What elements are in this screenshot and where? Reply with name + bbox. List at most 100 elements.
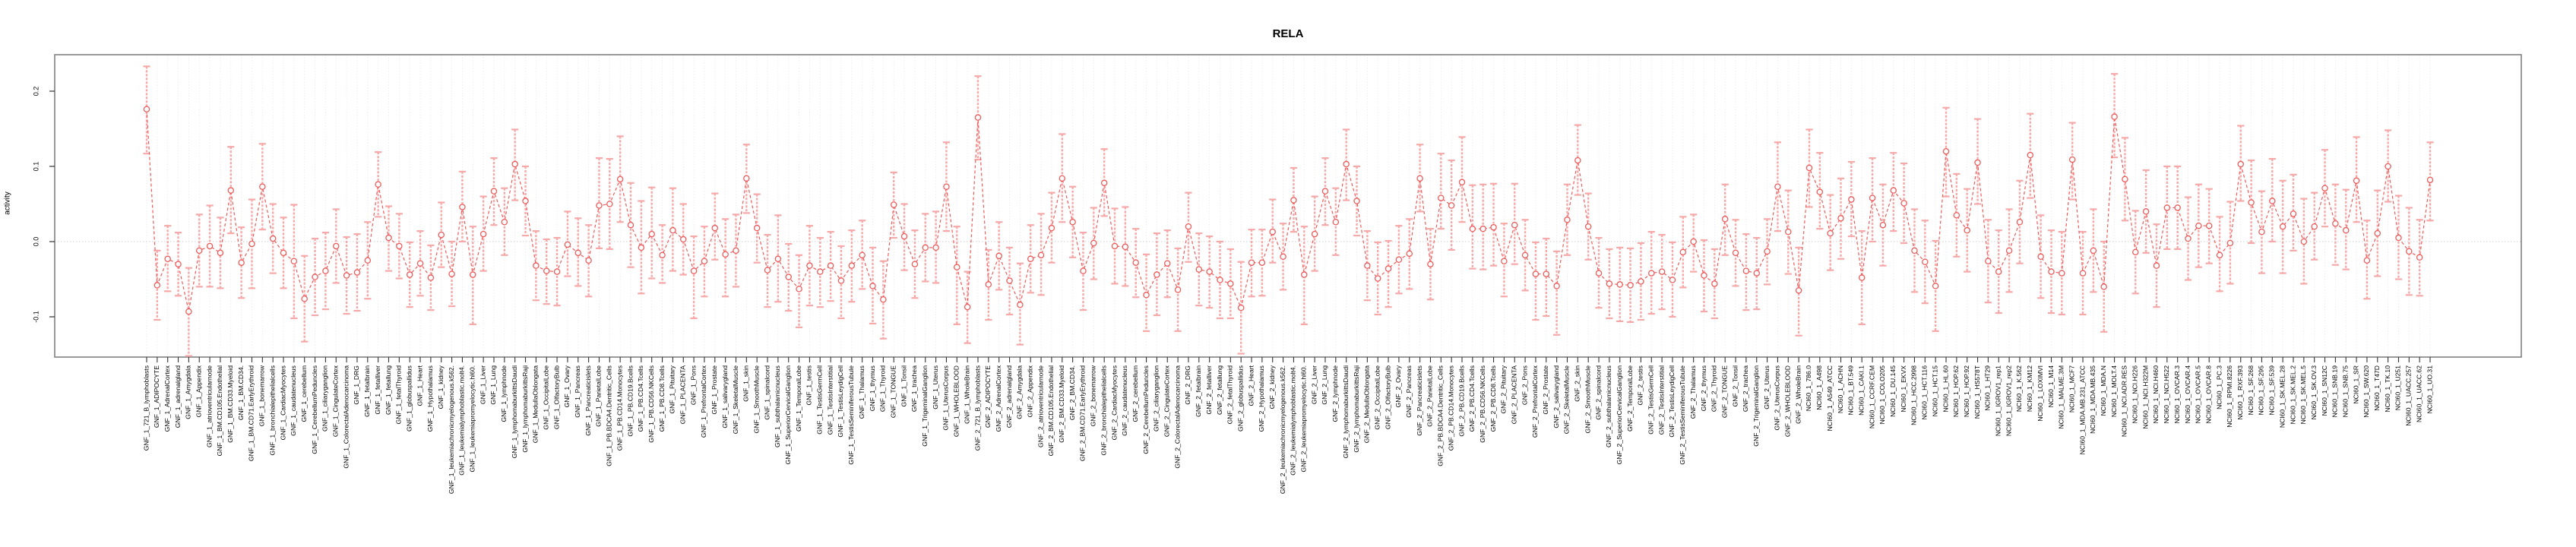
x-tick-label: NCI60_1_T47D: [2373, 365, 2381, 411]
data-point: [1795, 287, 1802, 294]
data-point: [396, 242, 403, 250]
data-point: [543, 267, 550, 274]
data-point: [2258, 228, 2265, 236]
data-point: [1564, 217, 1571, 223]
x-tick-label: GNF_1_TONGUE: [889, 365, 897, 418]
x-tick-label: GNF_2_SkeletalMuscle: [1563, 365, 1571, 434]
x-tick-label: GNF_1_ciliaryganglion: [321, 365, 329, 432]
x-tick-label: GNF_1_Thalamus: [858, 365, 866, 419]
data-point: [2332, 220, 2339, 227]
x-tick-label: NCI60_1_SF.539: [2268, 365, 2276, 416]
data-point: [1595, 270, 1603, 277]
data-point: [2153, 262, 2160, 269]
x-tick-label: GNF_1_Pancreas: [574, 365, 581, 418]
x-tick-label: GNF_1_fetalThyroid: [395, 365, 403, 425]
data-point: [1195, 266, 1203, 273]
data-point: [774, 255, 782, 263]
x-tick-label: GNF_2_Pancreas: [1405, 365, 1413, 418]
x-tick-label: GNF_2_Thalamus: [1689, 365, 1697, 419]
data-point: [1490, 223, 1497, 231]
x-tick-label: GNF_2_Heart: [1247, 365, 1255, 406]
x-tick-label: NCI60_1_OVCAR.4: [2184, 365, 2191, 424]
data-point: [1648, 270, 1655, 277]
x-tick-label: GNF_1_leukemialymphoblastic.molt4.: [458, 365, 466, 476]
data-point: [701, 258, 708, 264]
x-tick-label: NCI60_1_HCT.15: [1931, 365, 1938, 417]
data-point: [2090, 247, 2097, 255]
x-tick-label: NCI60_1_MOLT.4: [2110, 365, 2118, 417]
chart-title: RELA: [1272, 27, 1304, 40]
x-tick-label: GNF_1_721_B_lymphoblasts: [142, 365, 150, 451]
x-tick-label: GNF_2_thymus: [1700, 365, 1707, 411]
data-point: [2100, 283, 2107, 290]
x-tick-label: GNF_2_leukemiachronicmyelogenous.k562.: [1279, 365, 1286, 494]
data-point: [1543, 270, 1550, 277]
data-point: [564, 241, 571, 248]
x-tick-label: GNF_2_Ovary: [1394, 365, 1402, 407]
x-tick-label: GNF_1_testis: [805, 365, 813, 406]
x-tick-label: GNF_2_Amygdala: [1016, 365, 1024, 419]
x-tick-label: GNF_1_Hypothalamus: [426, 365, 434, 432]
x-tick-label: GNF_1_Tonsil: [900, 365, 907, 407]
y-tick-label: 0.1: [32, 162, 40, 172]
data-point: [1154, 271, 1160, 278]
data-point: [2005, 247, 2013, 255]
x-tick-label: GNF_2_Hypothalamus: [1258, 365, 1265, 432]
x-tick-label: GNF_1_Uterus: [932, 365, 939, 409]
data-point: [837, 277, 845, 284]
data-point: [848, 262, 856, 269]
x-tick-label: NCI60_1_IGROV1_rep2: [2005, 365, 2012, 436]
data-point: [1638, 278, 1644, 285]
plot-border: [54, 54, 2522, 358]
x-tick-label: GNF_1_bronchialepithelialcells: [268, 365, 276, 455]
data-point: [827, 262, 834, 269]
data-point: [1280, 253, 1286, 261]
y-tick-label: 0.2: [32, 87, 40, 96]
data-point: [1690, 238, 1697, 245]
x-tick-label: GNF_2_Tonsil: [1731, 365, 1739, 407]
data-point: [1458, 179, 1466, 186]
data-point: [1879, 221, 1887, 229]
x-tick-label: GNF_1_DRG: [353, 365, 360, 405]
data-point: [1932, 283, 1939, 289]
x-tick-label: GNF_2_PB.CD4.Tcells: [1468, 365, 1476, 432]
x-tick-label: GNF_1_PLACENTA: [679, 365, 687, 424]
x-tick-label: GNF_2_bronchialepithelialcells: [1100, 365, 1107, 455]
data-point: [1090, 239, 1097, 247]
x-tick-label: NCI60_1_SK.MEL.28: [2278, 365, 2286, 428]
data-point: [1227, 280, 1234, 287]
x-tick-label: GNF_2_BM.CD33.Myeloid: [1058, 365, 1065, 443]
data-point: [1301, 271, 1308, 278]
x-tick-label: NCI60_1_HS578T: [1973, 365, 1981, 419]
data-point: [1974, 159, 1981, 166]
x-tick-label: NCI60_1_SK.MEL.2: [2289, 365, 2296, 425]
data-point: [2353, 177, 2360, 185]
x-tick-label: NCI60_1_NCI.ADR.RES: [2121, 365, 2128, 437]
data-point: [333, 242, 340, 250]
x-tick-label: GNF_1_salivarygland: [721, 365, 729, 428]
data-point: [2321, 185, 2328, 191]
data-point: [2248, 199, 2255, 206]
data-point: [869, 283, 876, 289]
data-point: [753, 224, 761, 232]
data-point: [1532, 270, 1540, 277]
data-point: [280, 249, 287, 257]
data-point: [2395, 234, 2402, 242]
x-tick-label: GNF_2_globuspallidus: [1236, 365, 1244, 432]
data-point: [322, 267, 329, 274]
data-point: [1869, 194, 1876, 201]
data-point: [2290, 210, 2297, 217]
x-tick-label: GNF_1_WholeBrain: [963, 365, 970, 424]
data-point: [627, 221, 635, 229]
x-tick-label: GNF_2_Pituitary: [1500, 365, 1508, 413]
data-point: [2185, 235, 2191, 242]
x-tick-label: GNF_1_UterusCorpus: [942, 365, 950, 431]
data-point: [479, 230, 487, 238]
x-tick-label: GNF_2_leukemiapromyelocytic.hl60.: [1300, 365, 1308, 472]
x-tick-label: GNF_1_Amygdala: [185, 365, 192, 419]
x-tick-label: GNF_1_PB.CD8.Tcells: [658, 365, 666, 432]
data-point: [985, 281, 992, 288]
x-tick-label: GNF_1_bonemarrow: [258, 365, 266, 426]
data-point: [2163, 204, 2171, 211]
